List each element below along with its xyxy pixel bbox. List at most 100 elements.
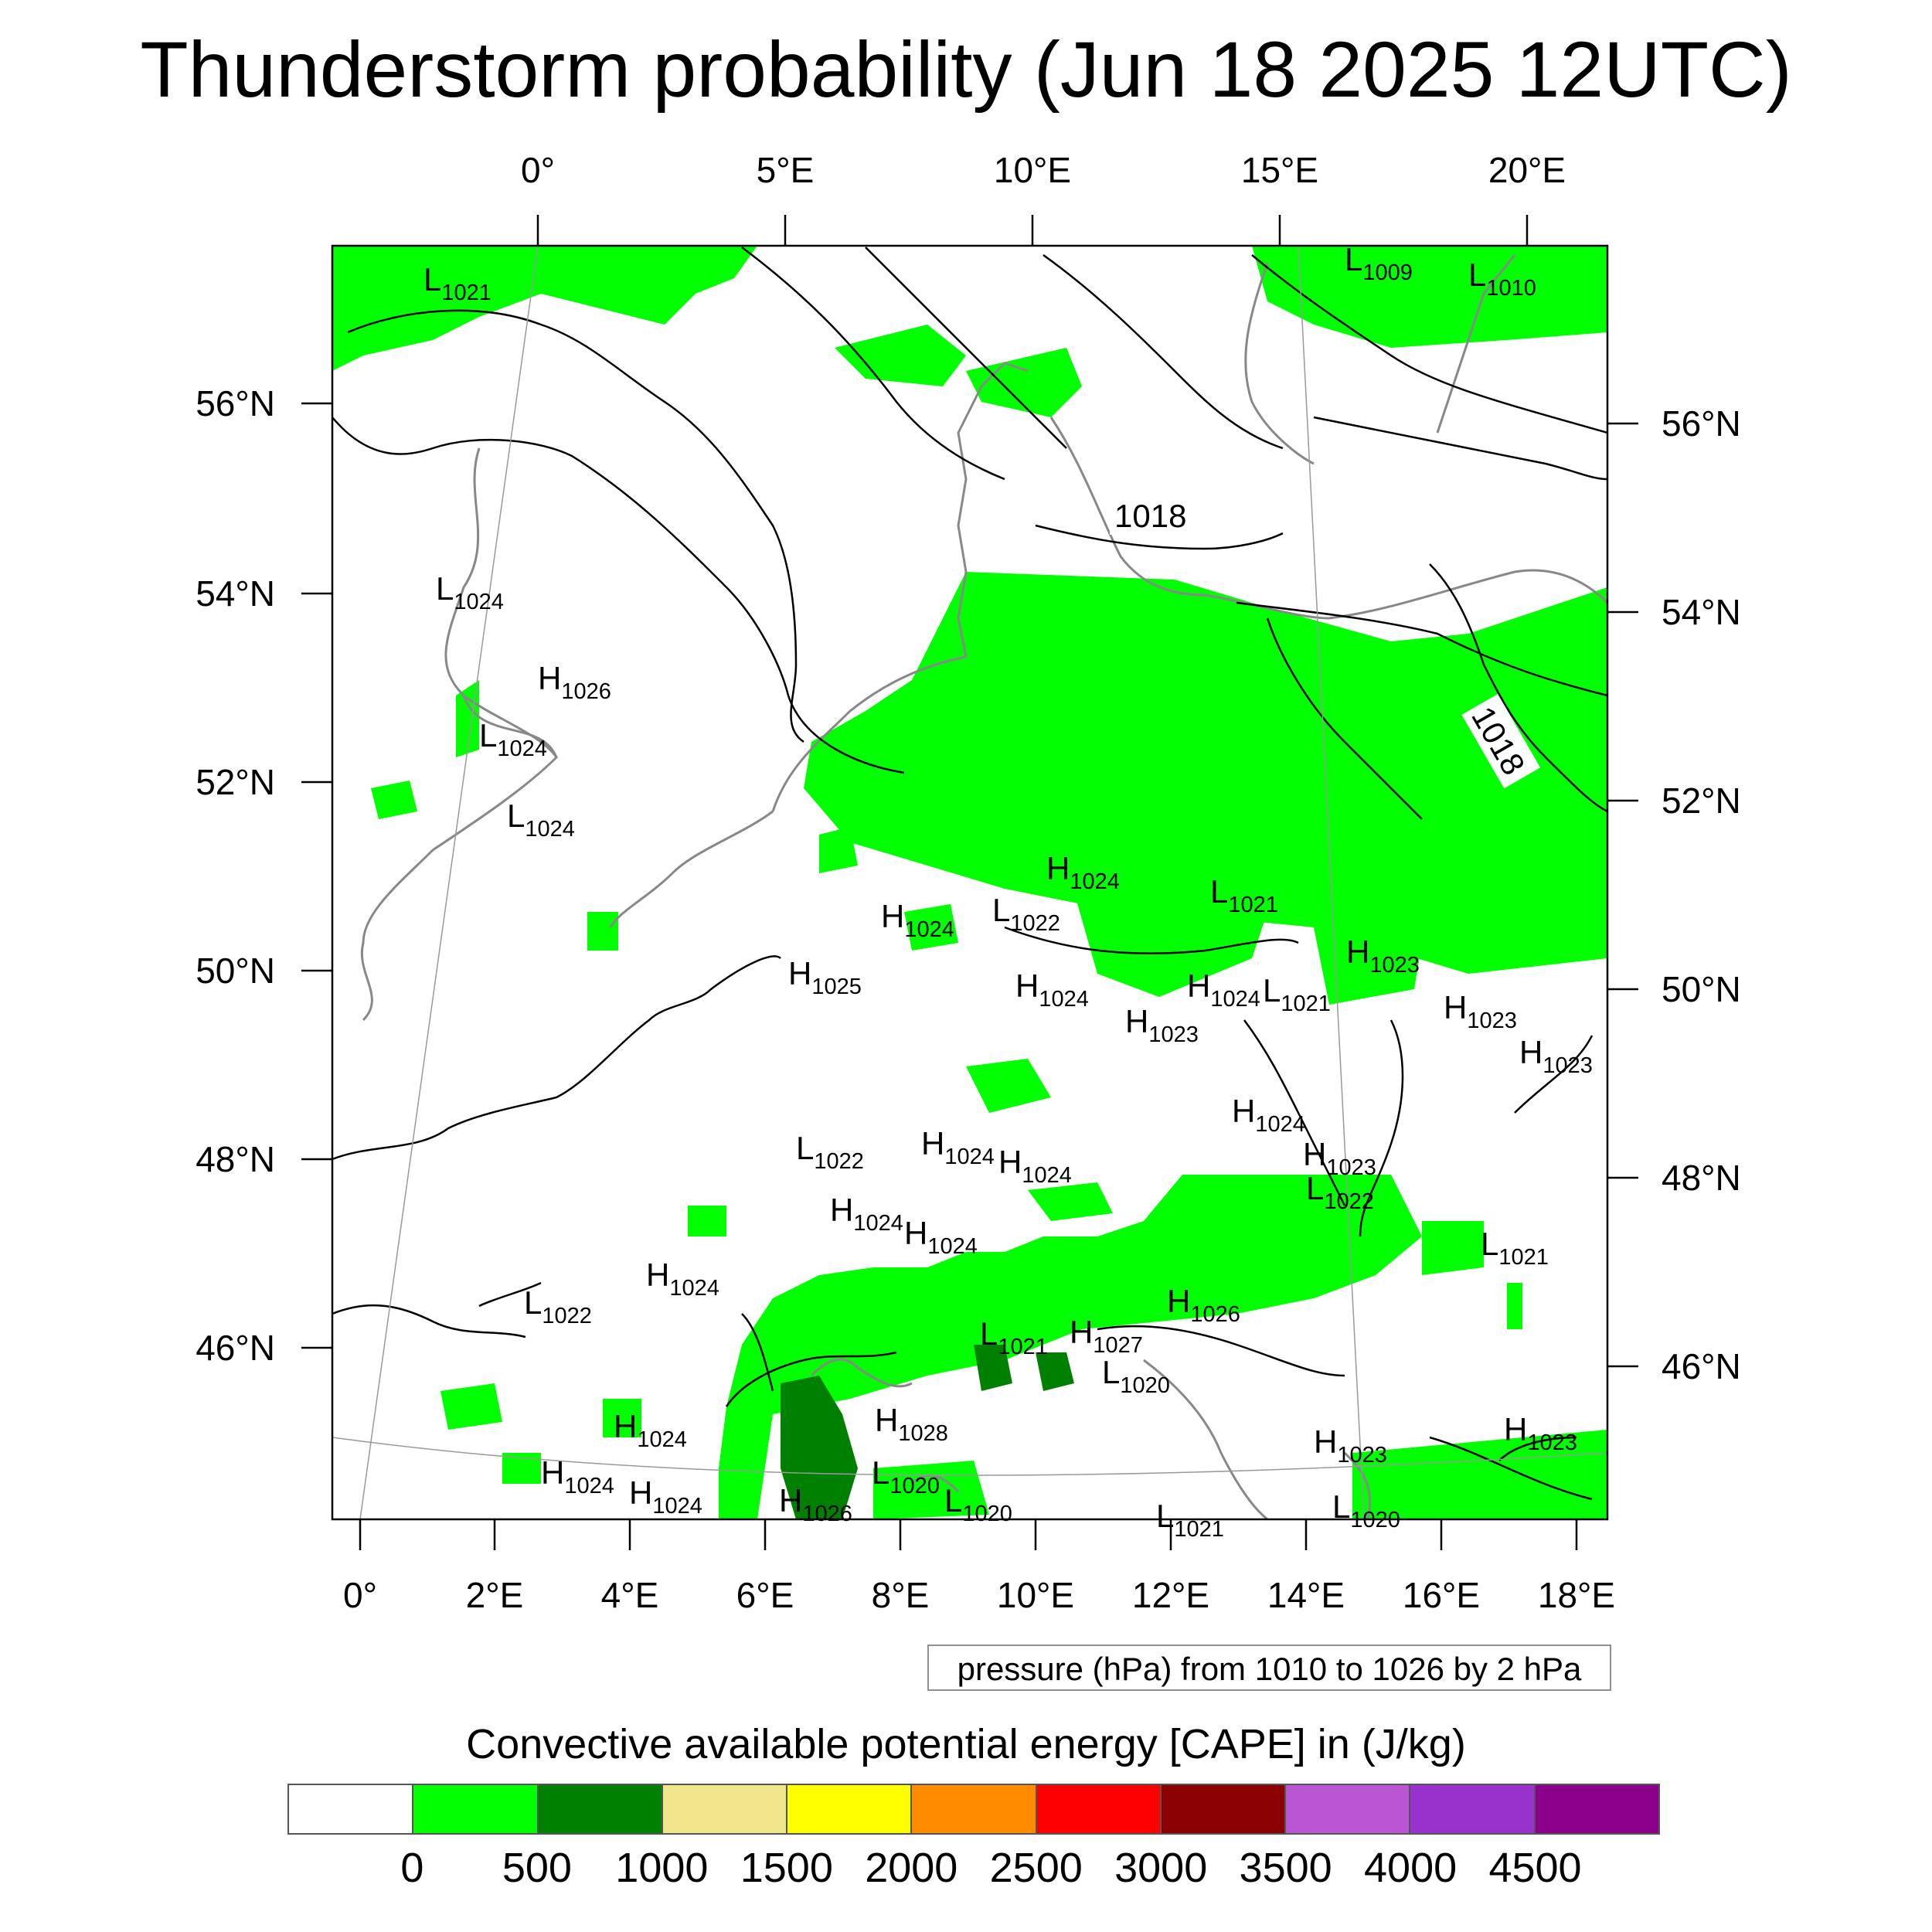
colorbar-swatch bbox=[1410, 1785, 1536, 1833]
low-pressure-center: L1022 bbox=[992, 892, 1060, 936]
high-pressure-center: H1023 bbox=[1303, 1136, 1376, 1180]
right-lat-label: 54°N bbox=[1662, 592, 1741, 632]
left-lat-label: 46°N bbox=[196, 1328, 275, 1368]
colorbar-tick-label: 1000 bbox=[615, 1845, 709, 1891]
colorbar-swatch bbox=[787, 1785, 913, 1833]
left-lat-label: 52°N bbox=[196, 762, 275, 802]
colorbar-tick-label: 0 bbox=[400, 1845, 424, 1891]
high-pressure-center: H1023 bbox=[1444, 989, 1517, 1033]
high-pressure-center: H1024 bbox=[921, 1125, 995, 1169]
bottom-lon-label: 16°E bbox=[1403, 1575, 1480, 1615]
map-frame bbox=[331, 244, 1609, 1521]
colorbar-swatch bbox=[1535, 1785, 1658, 1833]
graticule bbox=[332, 245, 1608, 1520]
colorbar-tick-label: 1500 bbox=[740, 1845, 833, 1891]
high-pressure-center: H1024 bbox=[1232, 1093, 1305, 1137]
top-lon-label: 20°E bbox=[1488, 150, 1566, 190]
colorbar-swatch bbox=[413, 1785, 539, 1833]
low-pressure-center: L1024 bbox=[436, 570, 504, 614]
colorbar-tick-label: 4000 bbox=[1364, 1845, 1458, 1891]
bottom-lon-label: 4°E bbox=[601, 1575, 659, 1615]
high-pressure-center: H1026 bbox=[538, 660, 611, 704]
high-pressure-center: H1024 bbox=[904, 1215, 978, 1259]
high-pressure-center: H1028 bbox=[875, 1402, 948, 1446]
colorbar-tick-label: 2000 bbox=[865, 1845, 958, 1891]
bottom-lon-label: 18°E bbox=[1538, 1575, 1615, 1615]
high-pressure-center: H1023 bbox=[1504, 1411, 1577, 1455]
high-pressure-center: H1023 bbox=[1519, 1034, 1593, 1078]
low-pressure-center: L1022 bbox=[524, 1284, 592, 1328]
high-pressure-center: H1024 bbox=[830, 1192, 903, 1236]
left-lat-label: 48°N bbox=[196, 1139, 275, 1179]
colorbar-swatch bbox=[1161, 1785, 1287, 1833]
high-pressure-center: H1023 bbox=[1346, 934, 1420, 978]
low-pressure-center: L1021 bbox=[980, 1315, 1048, 1359]
bottom-longitude-labels: 0° 2°E 4°E 6°E 8°E 10°E 12°E 14°E 16°E 1… bbox=[343, 1575, 1615, 1615]
cape-shading bbox=[332, 246, 1607, 1519]
colorbar-swatch bbox=[1036, 1785, 1162, 1833]
chart-title: Thunderstorm probability (Jun 18 2025 12… bbox=[140, 26, 1792, 114]
bottom-lon-label: 12°E bbox=[1132, 1575, 1209, 1615]
low-pressure-center: L1021 bbox=[1263, 972, 1331, 1016]
colorbar-swatch bbox=[289, 1785, 414, 1833]
high-pressure-center: H1024 bbox=[541, 1454, 614, 1498]
colorbar-tick-label: 500 bbox=[502, 1845, 572, 1891]
colorbar-tick-label: 3000 bbox=[1114, 1845, 1208, 1891]
legend-title: Convective available potential energy [C… bbox=[466, 1721, 1466, 1767]
bottom-lon-label: 10°E bbox=[997, 1575, 1074, 1615]
low-pressure-center: L1010 bbox=[1468, 257, 1536, 301]
right-lat-label: 48°N bbox=[1662, 1158, 1741, 1198]
bottom-lon-label: 8°E bbox=[872, 1575, 930, 1615]
top-lon-label: 15°E bbox=[1241, 150, 1318, 190]
colorbar-tick-labels: 0 500 1000 1500 2000 2500 3000 3500 4000 4500 bbox=[287, 1844, 1660, 1898]
high-pressure-center: H1023 bbox=[1125, 1003, 1199, 1047]
high-pressure-center: H1023 bbox=[1314, 1423, 1387, 1468]
right-lat-label: 50°N bbox=[1662, 969, 1741, 1009]
tick-marks bbox=[301, 215, 1638, 1550]
low-pressure-center: L1020 bbox=[1332, 1488, 1400, 1532]
right-lat-label: 56°N bbox=[1662, 403, 1741, 444]
top-lon-label: 10°E bbox=[994, 150, 1071, 190]
colorbar-tick-label: 4500 bbox=[1488, 1845, 1582, 1891]
right-latitude-labels: 56°N 54°N 52°N 50°N 48°N 46°N bbox=[1662, 403, 1741, 1386]
high-pressure-center: H1024 bbox=[629, 1475, 702, 1519]
top-lon-label: 0° bbox=[521, 150, 555, 190]
bottom-lon-label: 14°E bbox=[1267, 1575, 1345, 1615]
pressure-centers: L1021 L1009 L1010 L1024 H1026 L1024 L1024 H1024… bbox=[423, 241, 1593, 1542]
colorbar-swatch bbox=[662, 1785, 788, 1833]
isobar-contours bbox=[332, 247, 1608, 1501]
low-pressure-center: L1009 bbox=[1345, 241, 1413, 285]
high-pressure-center: H1027 bbox=[1070, 1314, 1143, 1358]
bottom-lon-label: 2°E bbox=[466, 1575, 524, 1615]
colorbar-swatch bbox=[912, 1785, 1037, 1833]
high-pressure-center: H1024 bbox=[1187, 968, 1260, 1012]
cape-shading-dark bbox=[781, 1345, 1074, 1519]
high-pressure-center: H1024 bbox=[646, 1257, 719, 1301]
low-pressure-center: L1022 bbox=[1306, 1170, 1374, 1214]
colorbar-tick-label: 3500 bbox=[1239, 1845, 1332, 1891]
top-longitude-labels: 0° 5°E 10°E 15°E 20°E bbox=[521, 150, 1566, 190]
right-lat-label: 46°N bbox=[1662, 1346, 1741, 1386]
high-pressure-center: H1026 bbox=[1167, 1283, 1240, 1327]
left-latitude-labels: 56°N 54°N 52°N 50°N 48°N 46°N bbox=[196, 383, 275, 1368]
high-pressure-center: H1024 bbox=[614, 1408, 687, 1452]
high-pressure-center: H1024 bbox=[1046, 850, 1120, 894]
left-lat-label: 50°N bbox=[196, 951, 275, 991]
high-pressure-center: H1024 bbox=[1015, 968, 1089, 1012]
left-lat-label: 54°N bbox=[196, 573, 275, 614]
high-pressure-center: H1026 bbox=[779, 1482, 852, 1526]
high-pressure-center: H1024 bbox=[998, 1144, 1072, 1188]
colorbar-swatch bbox=[1286, 1785, 1411, 1833]
high-pressure-center: H1025 bbox=[788, 955, 862, 999]
top-lon-label: 5°E bbox=[757, 150, 815, 190]
bottom-lon-label: 6°E bbox=[736, 1575, 794, 1615]
low-pressure-center: L1021 bbox=[1210, 873, 1278, 917]
low-pressure-center: L1021 bbox=[1156, 1498, 1224, 1542]
right-lat-label: 52°N bbox=[1662, 781, 1741, 821]
bottom-lon-label: 0° bbox=[343, 1575, 377, 1615]
low-pressure-center: L1020 bbox=[872, 1454, 940, 1498]
colorbar-swatch bbox=[538, 1785, 663, 1833]
isobar-label: 1018 bbox=[1114, 498, 1186, 534]
coastlines bbox=[360, 254, 1609, 1521]
